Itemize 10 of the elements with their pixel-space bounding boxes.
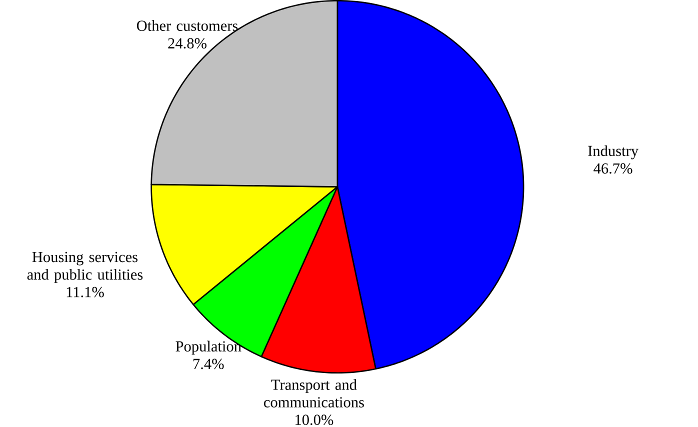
data-label: 46.7% [594, 163, 632, 174]
data-label: 24.8% [168, 38, 206, 49]
slice-label: Transport and communications [264, 379, 364, 408]
data-label: 11.1% [66, 287, 104, 298]
data-label: 10.0% [296, 414, 334, 426]
data-label: 7.4% [193, 358, 224, 370]
slice-label: Population [176, 340, 242, 355]
slice-label: Housing services and public utilities [27, 252, 143, 283]
slice-label: Industry [588, 145, 638, 160]
slice-label: Other customers [136, 20, 238, 32]
